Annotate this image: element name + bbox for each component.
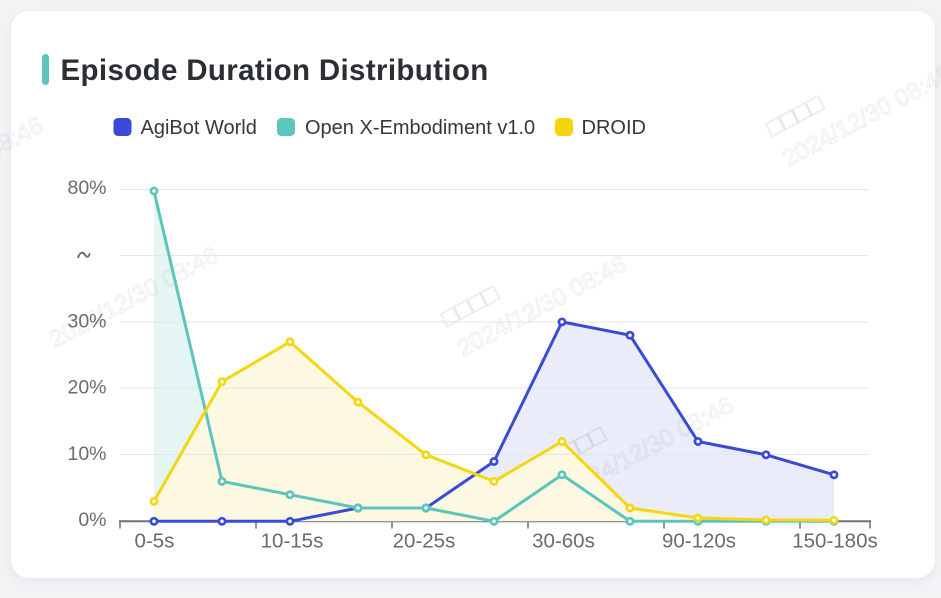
- svg-text:30-60s: 30-60s: [532, 530, 595, 553]
- svg-text:2024/12/30 08:46: 2024/12/30 08:46: [0, 112, 48, 224]
- svg-text:0%: 0%: [78, 509, 106, 531]
- svg-text:2024/12/30 08:46: 2024/12/30 08:46: [45, 242, 223, 354]
- svg-text:0-5s: 0-5s: [135, 530, 175, 553]
- svg-text:20%: 20%: [67, 377, 106, 399]
- svg-text:10%: 10%: [67, 443, 106, 465]
- svg-text:20-25s: 20-25s: [393, 530, 456, 553]
- svg-text:150-180s: 150-180s: [792, 530, 877, 553]
- svg-text:90-120s: 90-120s: [662, 530, 736, 553]
- svg-text:DROID: DROID: [582, 117, 646, 139]
- svg-text:10-15s: 10-15s: [261, 530, 324, 553]
- svg-text:30%: 30%: [67, 311, 106, 333]
- svg-text:Open X-Embodiment v1.0: Open X-Embodiment v1.0: [305, 117, 535, 139]
- svg-text:AgiBot World: AgiBot World: [141, 117, 257, 139]
- svg-text:80%: 80%: [67, 177, 106, 199]
- svg-text:Episode Duration Distribution: Episode Duration Distribution: [61, 54, 489, 87]
